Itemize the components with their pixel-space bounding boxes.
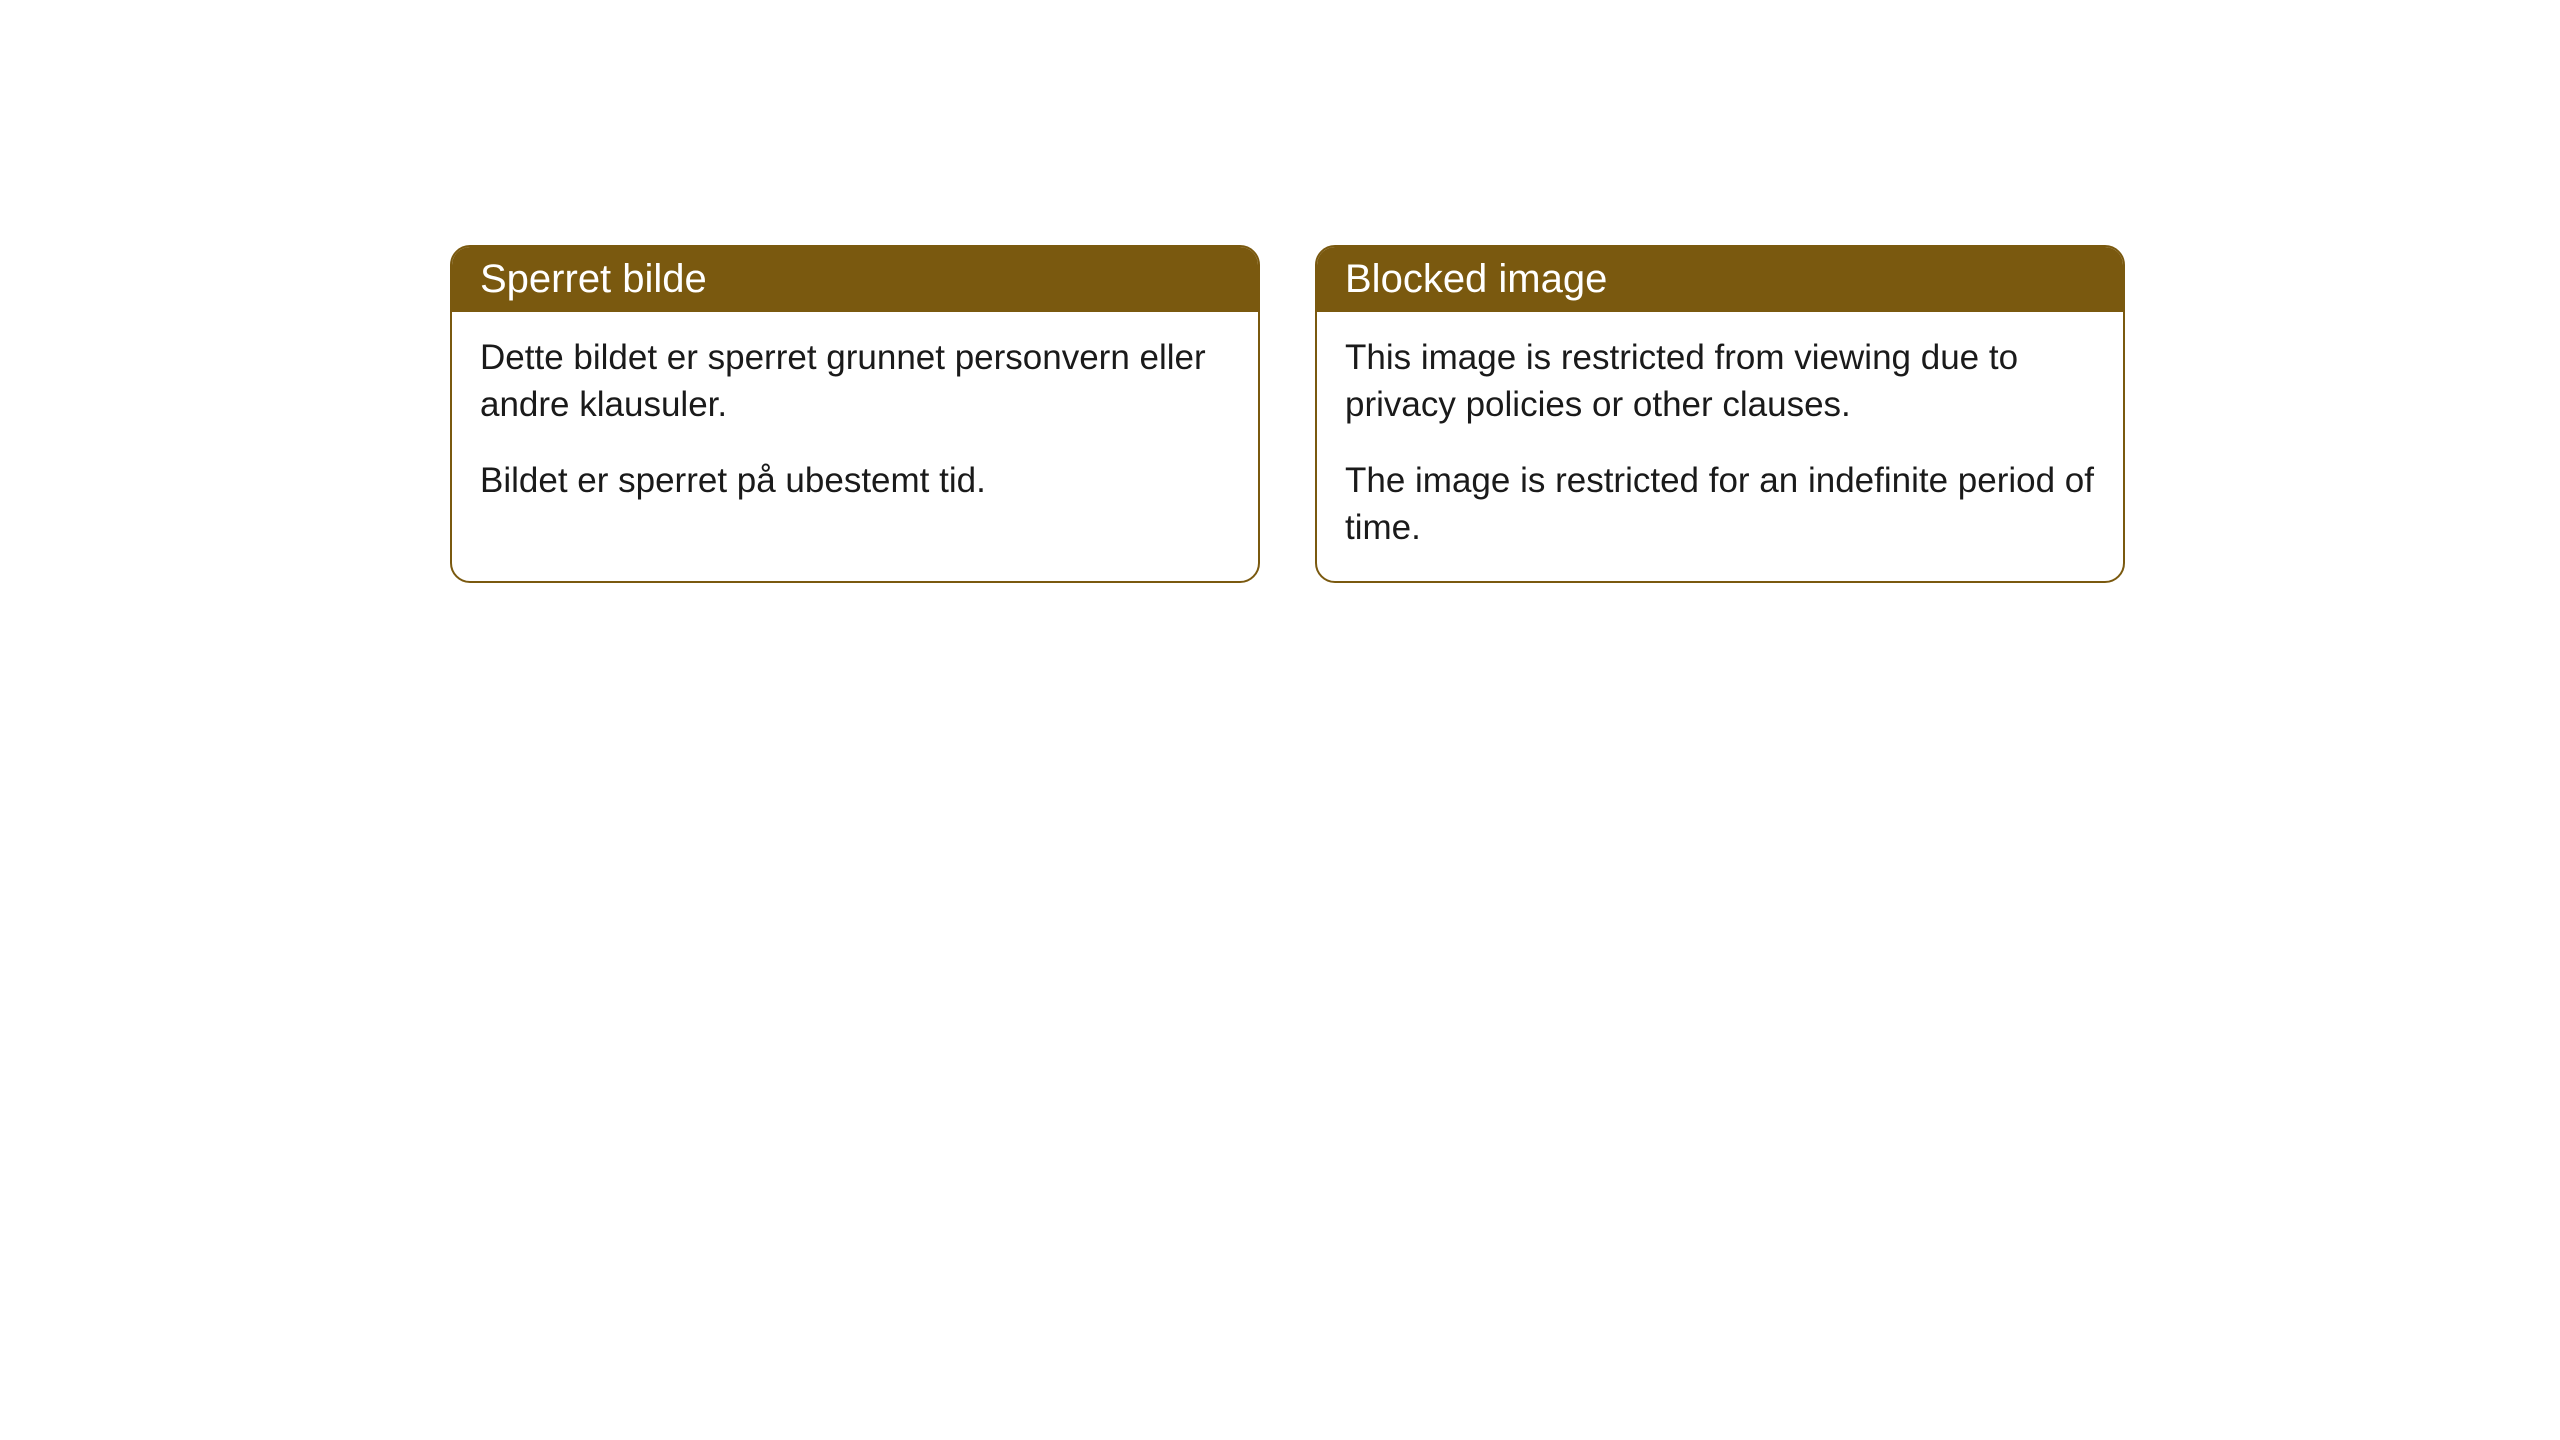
card-paragraph: The image is restricted for an indefinit… bbox=[1345, 457, 2095, 552]
card-body: This image is restricted from viewing du… bbox=[1317, 312, 2123, 581]
notice-card-english: Blocked image This image is restricted f… bbox=[1315, 245, 2125, 583]
card-header: Blocked image bbox=[1317, 247, 2123, 312]
card-paragraph: Dette bildet er sperret grunnet personve… bbox=[480, 334, 1230, 429]
notice-cards-container: Sperret bilde Dette bildet er sperret gr… bbox=[450, 245, 2125, 583]
card-paragraph: Bildet er sperret på ubestemt tid. bbox=[480, 457, 1230, 504]
card-header: Sperret bilde bbox=[452, 247, 1258, 312]
card-paragraph: This image is restricted from viewing du… bbox=[1345, 334, 2095, 429]
notice-card-norwegian: Sperret bilde Dette bildet er sperret gr… bbox=[450, 245, 1260, 583]
card-body: Dette bildet er sperret grunnet personve… bbox=[452, 312, 1258, 534]
